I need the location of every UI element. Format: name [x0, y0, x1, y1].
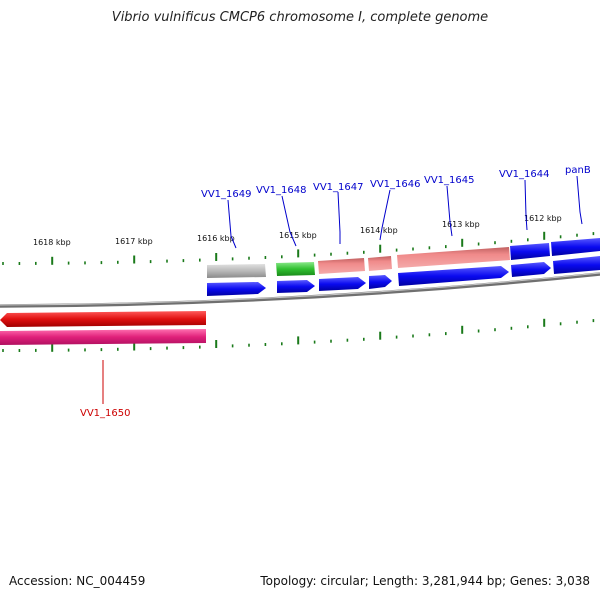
- feature-blue-top-1[interactable]: [510, 243, 550, 260]
- gene-label-vv1-1646[interactable]: VV1_1646: [370, 179, 421, 190]
- cds-arrow-vv1-1644[interactable]: [511, 262, 551, 277]
- tick-label-1614: 1614 kbp: [360, 226, 398, 235]
- tick-label-1612: 1612 kbp: [524, 214, 562, 223]
- gene-label-vv1-1645[interactable]: VV1_1645: [424, 175, 475, 186]
- gene-label-vv1-1648[interactable]: VV1_1648: [256, 185, 307, 196]
- feature-salmon-3[interactable]: [397, 247, 510, 268]
- gene-label-vv1-1647[interactable]: VV1_1647: [313, 182, 364, 193]
- leader-vv1-1646: [379, 189, 391, 241]
- tick-label-1615: 1615 kbp: [279, 231, 317, 240]
- leader-vv1-1645: [446, 185, 453, 237]
- lower-tick-ring: [2, 318, 595, 352]
- feature-green[interactable]: [276, 262, 315, 276]
- gene-label-panb[interactable]: panB: [565, 165, 591, 176]
- leader-panb: [576, 175, 583, 225]
- cds-arrow-vv1-1649[interactable]: [207, 282, 266, 296]
- feature-salmon-2[interactable]: [368, 256, 392, 271]
- gene-label-vv1-1650[interactable]: VV1_1650: [80, 408, 131, 419]
- feature-salmon-1[interactable]: [318, 258, 365, 274]
- cds-arrow-vv1-1648[interactable]: [277, 280, 315, 293]
- cds-arrow-vv1-1650[interactable]: [0, 311, 206, 327]
- leader-vv1-1647: [337, 191, 341, 244]
- feature-blue-top-2[interactable]: [551, 238, 600, 256]
- chromosome-backbone-highlight: [0, 272, 600, 306]
- leader-vv1-1649: [227, 199, 237, 249]
- accession-text: Accession: NC_004459: [9, 574, 146, 588]
- cds-arrow-vv1-1647[interactable]: [319, 277, 366, 291]
- cds-arrow-panb[interactable]: [553, 256, 600, 274]
- label-leaders: [227, 175, 583, 249]
- upper-tick-ring: [2, 231, 595, 265]
- chromosome-backbone: [0, 272, 600, 308]
- leader-vv1-1648: [281, 195, 297, 247]
- leader-vv1-1644: [524, 179, 528, 231]
- gene-label-vv1-1649[interactable]: VV1_1649: [201, 189, 252, 200]
- genome-stats-text: Topology: circular; Length: 3,281,944 bp…: [260, 574, 590, 588]
- tick-label-1613: 1613 kbp: [442, 220, 480, 229]
- tick-label-1618: 1618 kbp: [33, 238, 71, 247]
- feature-gray[interactable]: [207, 264, 266, 278]
- tick-label-1617: 1617 kbp: [115, 237, 153, 246]
- cds-arrow-vv1-1646[interactable]: [369, 275, 392, 289]
- tick-label-1616: 1616 kbp: [197, 234, 235, 243]
- feature-magenta[interactable]: [0, 329, 206, 345]
- map-title: Vibrio vulnificus CMCP6 chromosome I, co…: [111, 10, 489, 25]
- gene-label-vv1-1644[interactable]: VV1_1644: [499, 169, 550, 180]
- cds-arrow-vv1-1645[interactable]: [398, 266, 509, 286]
